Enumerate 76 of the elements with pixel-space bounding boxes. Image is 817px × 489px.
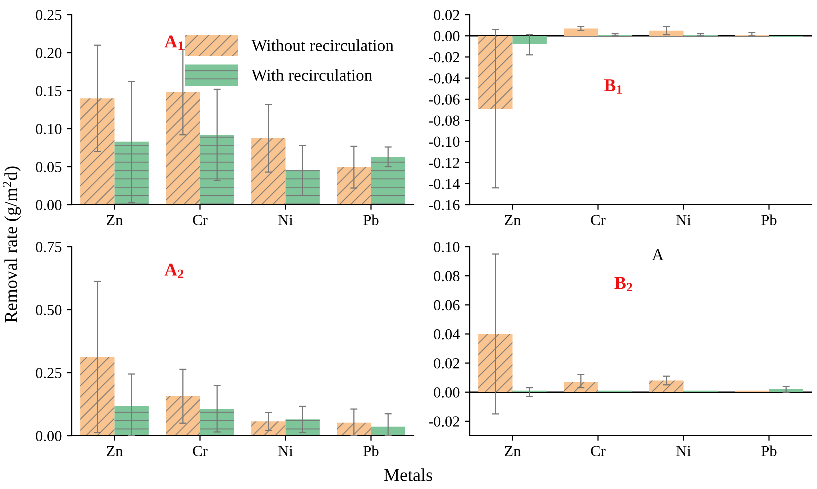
y-tick-label: 0.20 — [36, 48, 62, 59]
bar — [114, 142, 149, 205]
x-tick-label: Zn — [106, 446, 124, 456]
y-axis-title: Removal rate (g/m$^{2}$d) — [3, 166, 22, 323]
bar — [371, 426, 406, 436]
bar — [478, 334, 513, 392]
y-tick-label: -0.06 — [429, 94, 460, 105]
annotation: A$_{1}$ — [164, 36, 184, 50]
x-tick-label: Cr — [193, 215, 208, 226]
y-tick-label: -0.14 — [429, 179, 460, 190]
x-tick-label: Pb — [762, 446, 777, 456]
bar — [286, 170, 320, 205]
bar — [769, 389, 804, 392]
bar — [512, 36, 547, 45]
annotation: A — [652, 249, 664, 260]
x-tick-label: Cr — [591, 215, 606, 226]
x-tick-label: Ni — [278, 215, 294, 226]
y-tick-label: 0.02 — [434, 10, 460, 21]
y-tick-label: 0.25 — [36, 368, 62, 379]
bar — [200, 409, 234, 436]
x-tick-label: Pb — [364, 446, 379, 456]
x-tick-label: Ni — [278, 446, 294, 456]
bar — [80, 98, 115, 205]
bar — [200, 135, 234, 205]
y-tick-label: -0.10 — [429, 136, 460, 148]
y-tick-label: 0.25 — [36, 10, 62, 21]
y-tick-label: 0.75 — [36, 242, 62, 253]
x-tick-label: Zn — [504, 215, 522, 226]
y-tick-label: 0.00 — [434, 31, 460, 42]
bar — [166, 396, 200, 436]
y-tick-label: 0.00 — [434, 388, 460, 398]
y-tick-label: 0.06 — [434, 300, 460, 311]
bar — [650, 30, 684, 36]
y-tick-label: 0.15 — [36, 86, 62, 97]
bar — [80, 357, 115, 436]
bar — [564, 382, 598, 392]
bar — [564, 28, 598, 36]
y-tick-label: -0.12 — [429, 158, 460, 168]
legend-label: With recirculation — [252, 69, 372, 82]
x-tick-label: Ni — [676, 446, 692, 456]
annotation: B$_{1}$ — [604, 80, 622, 94]
bar — [252, 138, 286, 205]
x-tick-label: Zn — [504, 446, 522, 456]
annotation: A$_{2}$ — [164, 264, 184, 278]
y-tick-label: 0.02 — [434, 358, 460, 369]
bar — [286, 420, 320, 436]
y-tick-label: 0.10 — [36, 124, 62, 135]
y-tick-label: 0.10 — [434, 242, 460, 253]
x-tick-label: Zn — [106, 215, 124, 226]
bar — [478, 36, 513, 109]
y-tick-label: 0.08 — [434, 271, 460, 282]
bar — [252, 422, 286, 436]
legend-label: Without recirculation — [252, 40, 394, 52]
x-tick-label: Ni — [676, 215, 692, 226]
y-tick-label: -0.08 — [429, 116, 460, 126]
y-tick-label: -0.04 — [429, 73, 460, 84]
x-tick-label: Pb — [762, 214, 777, 226]
annotation: B$_{2}$ — [614, 277, 632, 292]
y-tick-label: -0.02 — [429, 52, 460, 63]
y-tick-label: 0.04 — [434, 329, 460, 340]
bar — [371, 157, 406, 205]
y-tick-label: 0.00 — [36, 431, 62, 442]
bar — [650, 380, 684, 392]
y-tick-label: 0.05 — [36, 162, 62, 173]
x-tick-label: Pb — [364, 214, 379, 226]
y-tick-label: 0.00 — [36, 200, 62, 211]
bar — [166, 92, 200, 205]
bar — [337, 167, 372, 205]
x-tick-label: Cr — [591, 446, 606, 456]
y-tick-label: 0.50 — [36, 305, 62, 316]
bar — [337, 422, 372, 436]
x-tick-label: Cr — [193, 446, 208, 456]
x-axis-title: Metals — [384, 468, 432, 482]
bar — [114, 406, 149, 436]
y-tick-label: -0.02 — [429, 416, 460, 427]
y-tick-label: -0.16 — [429, 200, 460, 211]
